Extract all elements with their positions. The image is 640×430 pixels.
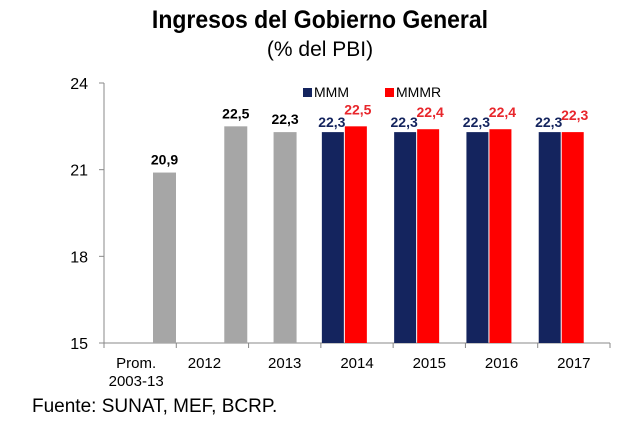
x-tick-label: 2003-13 [109, 373, 164, 390]
data-label-mmmr: 22,4 [417, 104, 444, 120]
x-tick-label: 2016 [485, 355, 518, 372]
chart-subtitle: (% del PBI) [266, 38, 374, 61]
data-label-mmm: 22,3 [463, 114, 490, 130]
x-tick-label: Prom. [116, 355, 156, 372]
x-tick-label: 2017 [557, 355, 590, 372]
data-label-mmm: 22,3 [318, 114, 345, 130]
bar-mmmr [561, 132, 584, 343]
bar-historical [224, 126, 248, 343]
data-label-mmmr: 22,4 [489, 104, 516, 120]
data-label-mmm: 22,3 [535, 114, 562, 130]
x-tick-label: 2013 [268, 355, 301, 372]
data-label-historical: 22,5 [222, 105, 249, 121]
chart-title: Ingresos del Gobierno General [151, 6, 489, 34]
data-label-mmmr: 22,3 [561, 107, 588, 123]
bar-mmmr [489, 129, 512, 343]
legend-swatch-mmm [303, 88, 312, 97]
x-tick-label: 2015 [413, 355, 446, 372]
y-tick-label: 15 [70, 336, 88, 353]
legend-label-mmm: MMM [314, 84, 349, 100]
bar-mmmr [344, 126, 367, 343]
data-label-mmm: 22,3 [391, 114, 418, 130]
y-tick-label: 18 [70, 249, 88, 266]
bar-mmmr [417, 129, 440, 343]
bar-mmm [466, 132, 489, 343]
x-tick-label: 2014 [340, 355, 373, 372]
bar-mmm [538, 132, 561, 343]
data-label-historical: 22,3 [271, 111, 298, 127]
y-tick-label: 24 [70, 76, 88, 93]
data-label-historical: 20,9 [151, 152, 178, 168]
source-note: Fuente: SUNAT, MEF, BCRP. [32, 396, 278, 417]
bar-historical [153, 172, 176, 343]
bar-mmm [321, 132, 344, 343]
y-tick-label: 21 [70, 163, 88, 180]
x-tick-label: 2012 [188, 355, 221, 372]
legend-label-mmmr: MMMR [396, 84, 441, 100]
bar-mmm [394, 132, 417, 343]
legend-swatch-mmmr [385, 88, 394, 97]
data-label-mmmr: 22,5 [344, 101, 371, 117]
bar-historical [273, 132, 297, 343]
